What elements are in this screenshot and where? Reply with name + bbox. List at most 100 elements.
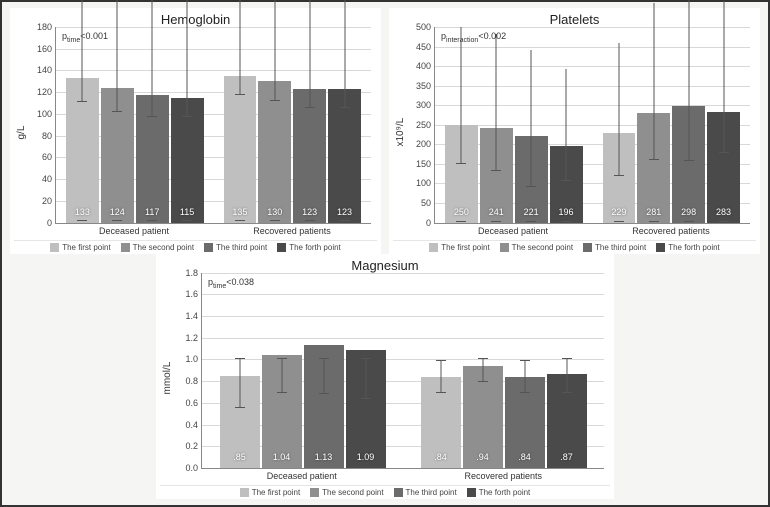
bar-group: .85 1.04 1.13 1.09 xyxy=(202,273,403,469)
legend-swatch xyxy=(50,243,59,252)
bar: 241 xyxy=(480,128,513,222)
x-group-labels: Deceased patientRecovered patients xyxy=(434,224,750,238)
legend-item: The second point xyxy=(500,243,573,252)
error-cap xyxy=(436,392,446,393)
error-cap xyxy=(319,358,329,359)
y-axis-label: x10⁹/L xyxy=(393,27,408,238)
bottom-row: Magnesiummmol/L0.00.20.40.60.81.01.21.41… xyxy=(10,254,760,500)
legend-label: The forth point xyxy=(289,243,341,252)
error-cap xyxy=(182,220,192,221)
legend-label: The first point xyxy=(441,243,489,252)
error-cap xyxy=(112,111,122,112)
legend-item: The first point xyxy=(429,243,489,252)
ytick-label: 20 xyxy=(28,196,52,206)
ytick-label: 140 xyxy=(28,65,52,75)
ytick-label: 0.0 xyxy=(174,463,198,473)
x-group-labels: Deceased patientRecovered patients xyxy=(201,469,604,483)
ytick-label: 200 xyxy=(407,139,431,149)
legend-swatch xyxy=(656,243,665,252)
panel-title: Magnesium xyxy=(160,256,610,273)
error-cap xyxy=(319,393,329,394)
error-bar xyxy=(281,359,282,393)
bar-value-label: 229 xyxy=(611,207,626,217)
bar-group: 133124117115 xyxy=(56,27,214,223)
legend-swatch xyxy=(277,243,286,252)
bar-value-label: .84 xyxy=(434,452,447,462)
error-cap xyxy=(478,381,488,382)
x-group-label: Deceased patient xyxy=(434,224,592,238)
ytick-label: 180 xyxy=(28,22,52,32)
bar-value-label: 130 xyxy=(267,207,282,217)
ytick-label: 50 xyxy=(407,198,431,208)
bar-value-label: .87 xyxy=(560,452,573,462)
panel-magnesium: Magnesiummmol/L0.00.20.40.60.81.01.21.41… xyxy=(156,254,614,500)
error-cap xyxy=(112,220,122,221)
bar-value-label: 241 xyxy=(489,207,504,217)
bar-value-label: 1.09 xyxy=(357,452,375,462)
ytick-label: 100 xyxy=(28,109,52,119)
bar: 135 xyxy=(224,76,257,223)
y-axis-label: g/L xyxy=(14,27,29,238)
bar-value-label: 1.13 xyxy=(315,452,333,462)
error-cap xyxy=(77,101,87,102)
legend-label: The third point xyxy=(595,243,646,252)
bar: 196 xyxy=(550,146,583,223)
legend-label: The third point xyxy=(406,488,457,497)
error-bar xyxy=(117,0,118,112)
bar: .94 xyxy=(463,366,503,468)
error-cap xyxy=(270,220,280,221)
bar-groups: .851.041.131.09.84.94.84.87 xyxy=(202,273,604,469)
error-bar xyxy=(239,359,240,408)
error-bar xyxy=(566,359,567,393)
legend-label: The second point xyxy=(322,488,383,497)
error-cap xyxy=(561,180,571,181)
error-cap xyxy=(277,392,287,393)
error-cap xyxy=(491,221,501,222)
error-bar xyxy=(496,34,497,171)
x-group-label: Deceased patient xyxy=(55,224,213,238)
error-cap xyxy=(491,170,501,171)
bar-value-label: 196 xyxy=(559,207,574,217)
error-cap xyxy=(361,358,371,359)
legend-item: The forth point xyxy=(656,243,720,252)
bar-group: 135130123123 xyxy=(214,27,372,223)
bar: 1.13 xyxy=(304,345,344,468)
bar-value-label: 1.04 xyxy=(273,452,291,462)
error-cap xyxy=(562,358,572,359)
legend-label: The second point xyxy=(133,243,194,252)
ytick-label: 250 xyxy=(407,120,431,130)
bar-groups: 133124117115135130123123 xyxy=(56,27,371,223)
ytick-label: 1.0 xyxy=(174,354,198,364)
legend-label: The forth point xyxy=(668,243,720,252)
bar-group: 250241221196 xyxy=(435,27,593,223)
bar: 115 xyxy=(171,98,204,223)
legend-swatch xyxy=(467,488,476,497)
bar-value-label: .94 xyxy=(476,452,489,462)
legend-item: The third point xyxy=(583,243,646,252)
legend-item: The forth point xyxy=(277,243,341,252)
bar-value-label: 298 xyxy=(681,207,696,217)
bar: 250 xyxy=(445,125,478,223)
ytick-label: 1.8 xyxy=(174,268,198,278)
error-cap xyxy=(270,100,280,101)
bar-value-label: 123 xyxy=(302,207,317,217)
bar: .87 xyxy=(547,374,587,468)
ytick-label: 1.6 xyxy=(174,289,198,299)
error-cap xyxy=(649,159,659,160)
error-bar xyxy=(688,0,689,161)
ytick-label: 450 xyxy=(407,42,431,52)
y-axis-label: mmol/L xyxy=(160,273,175,484)
bar-value-label: 281 xyxy=(646,207,661,217)
error-bar xyxy=(524,361,525,394)
bar: 281 xyxy=(637,113,670,223)
error-cap xyxy=(614,175,624,176)
legend-swatch xyxy=(429,243,438,252)
legend-item: The first point xyxy=(240,488,300,497)
panel-platelets: Plateletsx10⁹/L0501001502002503003504004… xyxy=(389,8,760,254)
error-cap xyxy=(649,221,659,222)
bar: .85 xyxy=(220,376,260,468)
error-cap xyxy=(235,94,245,95)
x-group-label: Recovered patients xyxy=(403,469,605,483)
error-cap xyxy=(147,116,157,117)
legend-swatch xyxy=(583,243,592,252)
